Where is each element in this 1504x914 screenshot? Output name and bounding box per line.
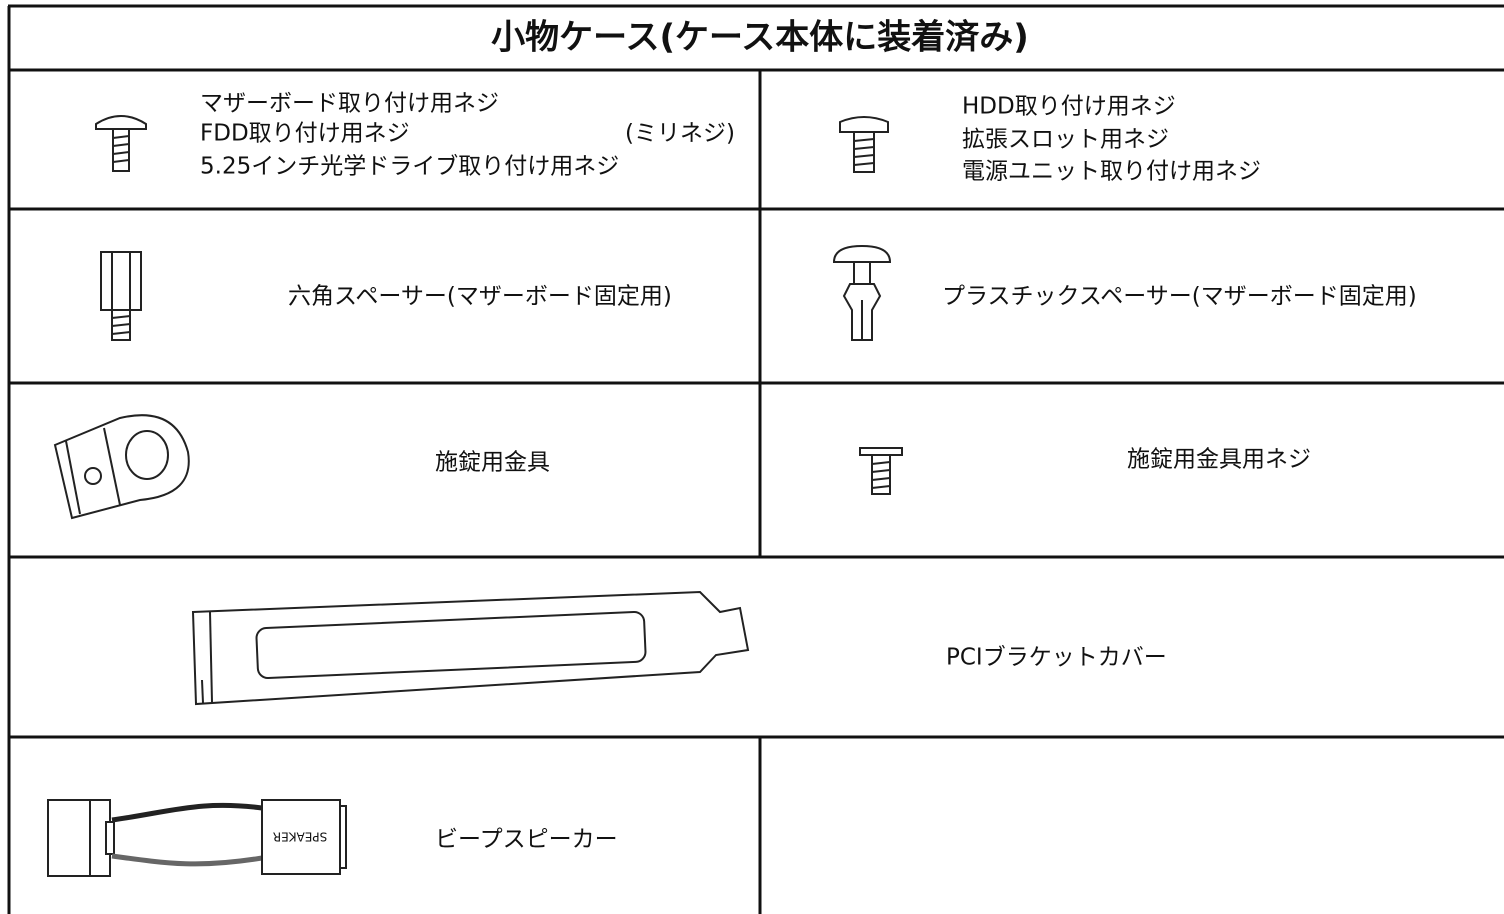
item-text: マザーボード取り付け用ネジ [200,91,499,117]
item-text: 施錠用金具用ネジ [1127,447,1311,473]
hex-spacer-icon [100,251,142,341]
plastic-spacer-icon [832,244,892,341]
item-text: 拡張スロット用ネジ [962,127,1169,153]
item-text: プラスチックスペーサー(マザーボード固定用) [942,284,1417,310]
speaker-label: SPEAKER [273,830,327,844]
item-text: 電源ユニット取り付け用ネジ [962,159,1261,185]
title: 小物ケース(ケース本体に装着済み) [491,18,1029,58]
item-text: ビープスピーカー [435,827,618,853]
item-text: HDD取り付け用ネジ [962,94,1176,120]
item-text: 施錠用金具 [435,450,550,476]
screw-icon [95,115,147,172]
item-text: 六角スペーサー(マザーボード固定用) [288,284,672,310]
item-text: PCIブラケットカバー [946,645,1167,671]
screw-icon [839,116,889,173]
item-text: FDD取り付け用ネジ [200,121,410,147]
item-text: 5.25インチ光学ドライブ取り付け用ネジ [200,154,619,180]
item-note: (ミリネジ) [625,121,735,147]
table-lines [7,4,1504,914]
speaker-icon: SPEAKER [47,799,347,877]
screw-icon [859,447,903,495]
pci-bracket-icon [191,590,750,706]
lock-bracket-icon [53,414,190,520]
